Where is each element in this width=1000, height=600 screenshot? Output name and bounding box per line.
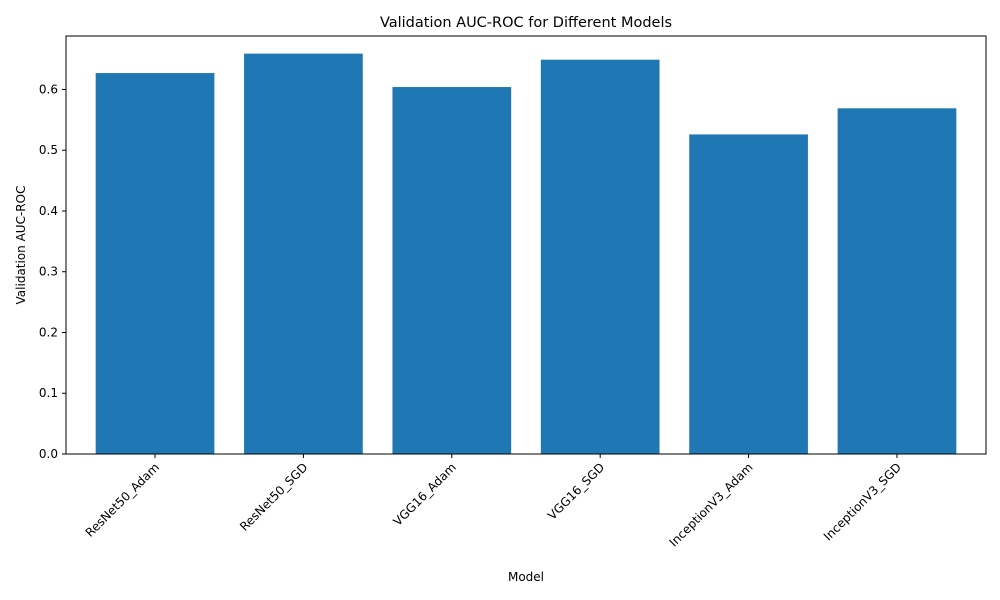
bar-vgg16-sgd <box>540 59 660 455</box>
bars-group <box>95 53 957 455</box>
plot-frame <box>65 35 987 455</box>
x-axis: ResNet50_Adam ResNet50_SGD VGG16_Adam VGG16… <box>83 454 904 549</box>
x-axis-title: Model <box>508 570 544 584</box>
y-axis: 0.0 0.1 0.2 0.3 0.4 0.5 0.6 <box>39 82 66 461</box>
bar-inceptionv3-adam <box>689 134 808 454</box>
y-tick-label: 0.0 <box>39 447 58 461</box>
y-tick-label: 0.4 <box>39 204 58 218</box>
y-tick-label: 0.1 <box>39 386 58 400</box>
x-tick-label: ResNet50_Adam <box>83 460 163 540</box>
y-axis-title: Validation AUC-ROC <box>14 186 28 305</box>
bar-vgg16-adam <box>392 87 512 454</box>
x-tick-label: InceptionV3_SGD <box>821 460 904 543</box>
y-tick-label: 0.2 <box>39 325 58 339</box>
bar-resnet50-adam <box>95 73 215 455</box>
y-tick-label: 0.6 <box>39 82 58 96</box>
y-tick-label: 0.5 <box>39 143 58 157</box>
chart-title: Validation AUC-ROC for Different Models <box>380 15 672 31</box>
y-tick-label: 0.3 <box>39 265 58 279</box>
bar-resnet50-sgd <box>244 53 363 454</box>
x-tick-label: VGG16_Adam <box>391 460 459 528</box>
x-tick-label: VGG16_SGD <box>545 460 607 522</box>
x-tick-label: ResNet50_SGD <box>237 460 310 533</box>
bar-inceptionv3-sgd <box>837 108 957 455</box>
x-tick-label: InceptionV3_Adam <box>666 460 755 549</box>
